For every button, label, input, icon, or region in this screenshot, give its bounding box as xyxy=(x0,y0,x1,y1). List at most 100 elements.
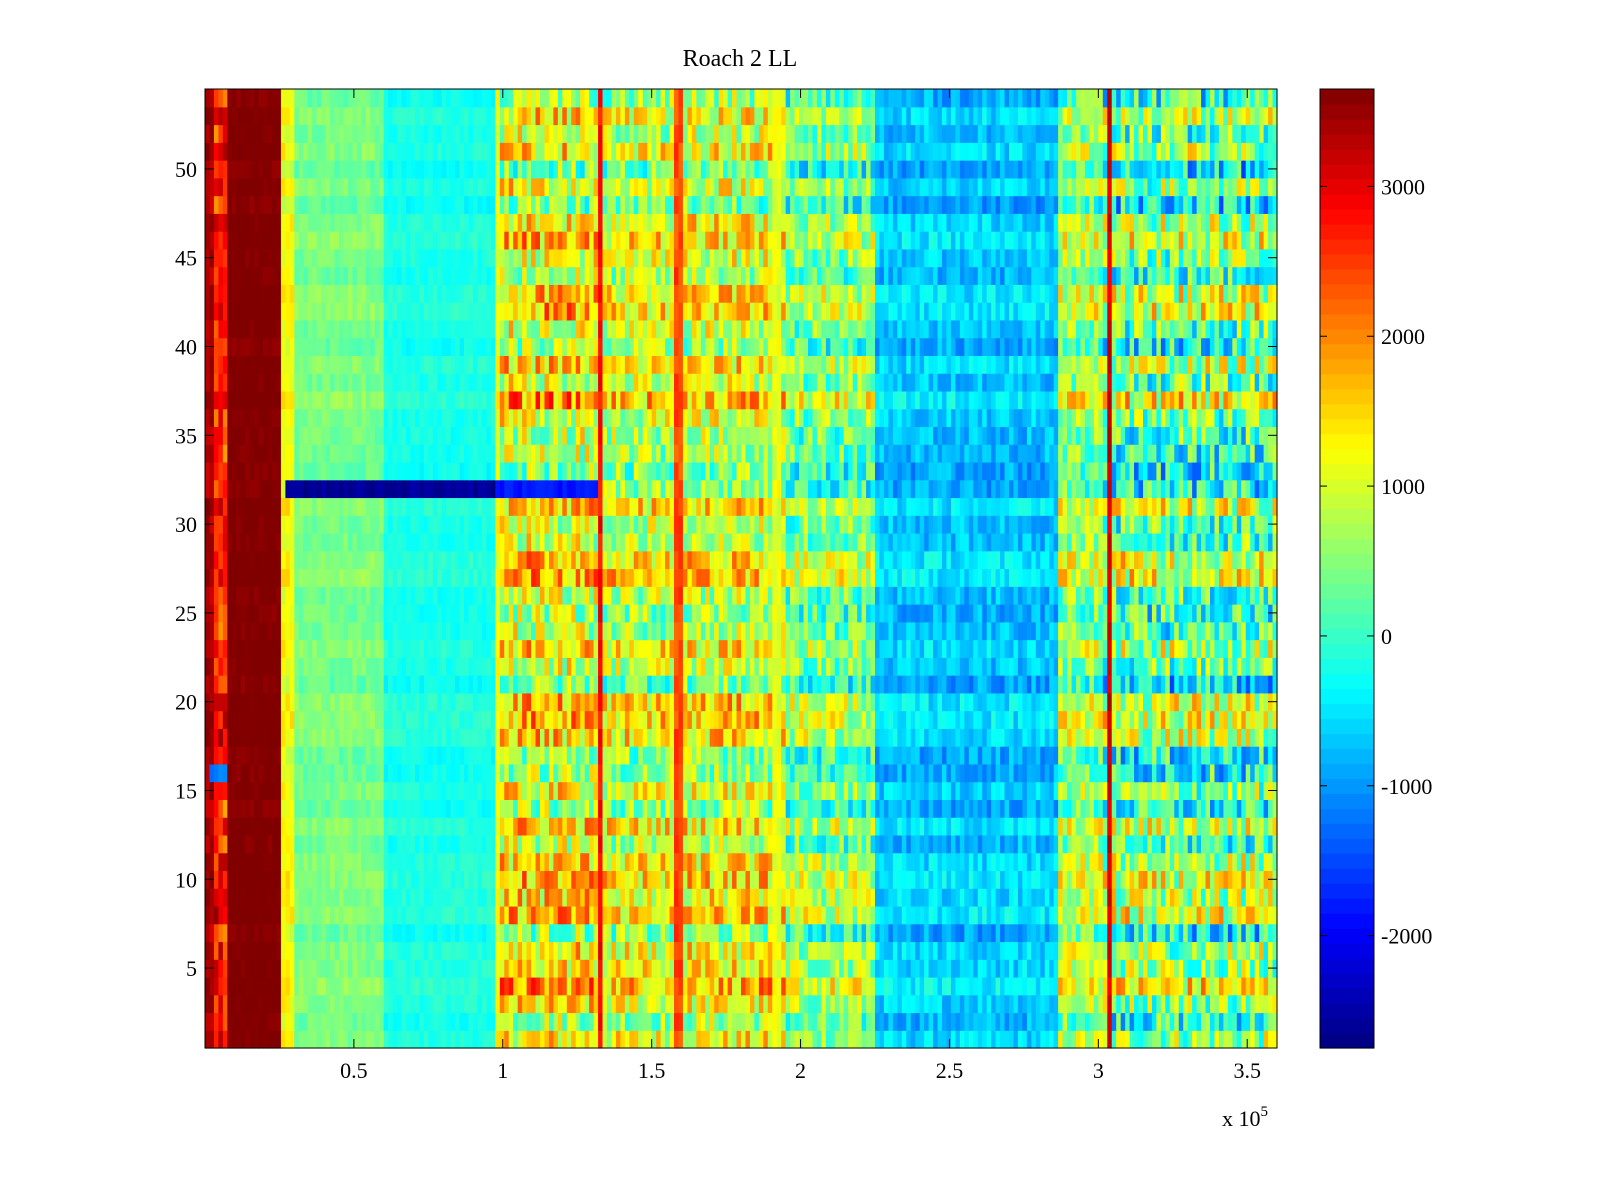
heatmap-cell xyxy=(816,1012,822,1031)
heatmap-cell xyxy=(763,852,769,872)
heatmap-cell xyxy=(504,888,510,907)
heatmap-cell xyxy=(973,728,979,747)
heatmap-cell xyxy=(861,959,867,978)
heatmap-cell xyxy=(781,692,787,712)
heatmap-cell xyxy=(946,817,952,836)
heatmap-cell xyxy=(312,834,318,854)
heatmap-cell xyxy=(1236,1030,1242,1049)
heatmap-cell xyxy=(839,834,845,854)
heatmap-cell xyxy=(924,976,930,996)
heatmap-cell xyxy=(629,941,635,960)
heatmap-cell xyxy=(566,675,572,694)
heatmap-cell xyxy=(991,692,997,712)
heatmap-cell xyxy=(423,888,429,907)
heatmap-cell xyxy=(1232,799,1238,818)
heatmap-cell xyxy=(1089,746,1095,765)
heatmap-cell xyxy=(347,692,353,712)
heatmap-cell xyxy=(982,675,988,694)
heatmap-cell xyxy=(857,905,863,925)
heatmap-cell xyxy=(1205,1012,1211,1031)
heatmap-cell xyxy=(544,905,550,925)
heatmap-cell xyxy=(977,888,983,907)
heatmap-cell xyxy=(566,870,572,889)
heatmap-cell xyxy=(633,852,639,872)
heatmap-cell xyxy=(495,692,501,712)
heatmap-cell xyxy=(347,781,353,800)
heatmap-cell xyxy=(950,799,956,818)
heatmap-cell xyxy=(839,746,845,765)
heatmap-cell xyxy=(294,852,300,872)
heatmap-cell xyxy=(901,781,907,800)
heatmap-cell xyxy=(598,941,604,960)
heatmap-cell xyxy=(419,692,425,712)
heatmap-cell xyxy=(397,888,403,907)
heatmap-cell xyxy=(723,675,729,694)
heatmap-cell xyxy=(1044,870,1050,889)
heatmap-cell xyxy=(432,710,438,729)
heatmap-cell xyxy=(1178,1012,1184,1031)
heatmap-cell xyxy=(915,728,921,747)
heatmap-cell xyxy=(446,1030,452,1049)
heatmap-cell xyxy=(825,1030,831,1049)
heatmap-cell xyxy=(410,905,416,925)
heatmap-cell xyxy=(361,905,367,925)
heatmap-cell xyxy=(799,994,805,1014)
heatmap-cell xyxy=(334,888,340,907)
heatmap-cell xyxy=(749,746,755,765)
heatmap-cell xyxy=(629,870,635,889)
heatmap-cell xyxy=(709,870,715,889)
heatmap-cell xyxy=(289,781,295,800)
heatmap-cell xyxy=(249,675,255,694)
heatmap-cell xyxy=(258,692,264,712)
heatmap-cell xyxy=(665,852,671,872)
heatmap-cell xyxy=(687,923,693,943)
heatmap-cell xyxy=(790,888,796,907)
heatmap-cell xyxy=(419,870,425,889)
heatmap-cell xyxy=(852,994,858,1014)
heatmap-cell xyxy=(481,1012,487,1031)
heatmap-cell xyxy=(562,923,568,943)
heatmap-cell xyxy=(799,905,805,925)
heatmap-cell xyxy=(611,692,617,712)
heatmap-cell xyxy=(1017,834,1023,854)
heatmap-cell xyxy=(1125,817,1131,836)
heatmap-cell xyxy=(816,675,822,694)
heatmap-cell xyxy=(1062,834,1068,854)
heatmap-cell xyxy=(1013,834,1019,854)
heatmap-cell xyxy=(1174,888,1180,907)
heatmap-cell xyxy=(910,941,916,960)
heatmap-cell xyxy=(553,675,559,694)
heatmap-cell xyxy=(892,781,898,800)
heatmap-cell xyxy=(875,870,881,889)
heatmap-cell xyxy=(227,728,233,747)
heatmap-cell xyxy=(1084,905,1090,925)
heatmap-cell xyxy=(1165,799,1171,818)
heatmap-cell xyxy=(227,799,233,818)
heatmap-cell xyxy=(1116,799,1122,818)
heatmap-cell xyxy=(772,994,778,1014)
heatmap-cell xyxy=(508,781,514,800)
heatmap-cell xyxy=(808,763,814,783)
heatmap-cell xyxy=(1245,1012,1251,1031)
heatmap-cell xyxy=(732,941,738,960)
heatmap-cell xyxy=(227,870,233,889)
heatmap-cell xyxy=(682,675,688,694)
heatmap-cell xyxy=(1067,852,1073,872)
heatmap-cell xyxy=(303,728,309,747)
heatmap-cell xyxy=(615,1030,621,1049)
heatmap-cell xyxy=(816,834,822,854)
heatmap-cell xyxy=(776,728,782,747)
heatmap-cell xyxy=(897,692,903,712)
heatmap-cell xyxy=(1053,1012,1059,1031)
heatmap-cell xyxy=(624,834,630,854)
heatmap-cell xyxy=(924,763,930,783)
heatmap-cell xyxy=(1022,763,1028,783)
heatmap-cell xyxy=(1268,905,1274,925)
heatmap-cell xyxy=(910,976,916,996)
heatmap-cell xyxy=(401,710,407,729)
heatmap-cell xyxy=(258,728,264,747)
heatmap-cell xyxy=(343,905,349,925)
heatmap-cell xyxy=(875,923,881,943)
heatmap-cell xyxy=(481,976,487,996)
heatmap-cell xyxy=(660,905,666,925)
